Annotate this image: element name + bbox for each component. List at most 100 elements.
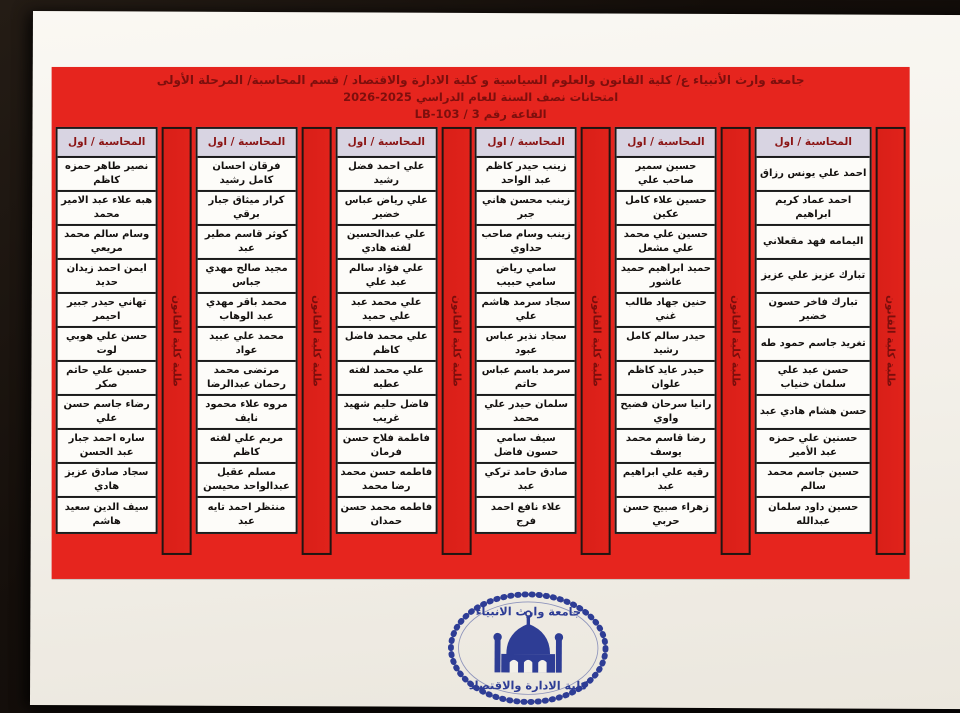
student-name-cell: هبه علاء عبد الامير محمد xyxy=(57,191,156,226)
student-name-cell: زهراء صبيح حسن حربي xyxy=(623,502,709,527)
student-name-cell: زينب حيدر كاظم عبد الواحد xyxy=(477,157,576,192)
student-name-cell: حسين علي محمد علي مشعل xyxy=(616,225,715,260)
law-divider-strip: طلبة كلية القانون xyxy=(581,126,612,555)
law-divider-strip: طلبة كلية القانون xyxy=(720,126,751,555)
student-name-cell: حميد ابراهيم حميد عاشور xyxy=(616,259,715,294)
exam-board: جامعة وارث الأنبياء ع/ كلية القانون والع… xyxy=(51,66,910,579)
student-name-cell: سيف الدين سعيد هاشم xyxy=(64,502,149,527)
student-name-cell: حيدر سالم كامل رشيد xyxy=(616,327,715,362)
column-header-cell: المحاسبة / اول xyxy=(197,128,296,158)
board-title-line2: امتحانات نصف السنة للعام الدراسي 2025-20… xyxy=(343,90,619,105)
logo-scalloped-ring xyxy=(448,591,609,705)
student-name-cell: اليمامه فهد مقعلاني xyxy=(756,225,870,260)
column-header-cell: المحاسبة / اول xyxy=(756,128,870,158)
student-name-cell: علي احمد فضل رشيد xyxy=(337,157,436,192)
law-divider-label: طلبة كلية القانون xyxy=(729,294,742,387)
student-name-cell: ايمن احمد زيدان حديد xyxy=(57,259,156,294)
student-name-cell: حسن عبد علي سلمان خنياب xyxy=(756,361,870,396)
student-name-cell: وسام سالم محمد مريعي xyxy=(57,225,156,260)
student-name-cell: علي رياض عباس خضير xyxy=(337,191,436,226)
law-divider-label: طلبة كلية القانون xyxy=(590,294,603,387)
student-name-cell: سرمد باسم عباس حاتم xyxy=(477,361,576,396)
student-name-cell: فاطمه حسن محمد رضا محمد xyxy=(337,463,436,498)
student-column: المحاسبة / اول احمد علي يونس رزاق احمد عما… xyxy=(754,126,872,534)
student-name-cell: حسين سمير صاحب علي xyxy=(616,157,715,192)
student-name-cell: مجيد صالح مهدي جباس xyxy=(197,259,296,294)
mosque-icon xyxy=(493,610,564,673)
university-logo: جامعة وارث الانبياء كلية الادارة والاقتص… xyxy=(448,591,609,705)
student-name-cell: فاطمة فلاح حسن فرمان xyxy=(337,429,436,464)
student-name-cell: سامي رياض سامي حبيب xyxy=(477,259,576,294)
board-title-line3: القاعة رقم 3 / LB-103 xyxy=(414,107,547,122)
student-name-cell: مريم علي لفته كاظم xyxy=(197,429,296,464)
student-name-cell: رانيا سرحان فضيح واوي xyxy=(616,395,715,430)
student-name-cell: سلمان حيدر علي محمد xyxy=(477,395,576,430)
student-name-cell: مسلم عقيل عبدالواحد محيسن xyxy=(197,463,296,498)
student-name-cell: زينب وسام صاحب حداوي xyxy=(477,225,576,260)
student-name-cell: منتظر احمد تايه عبد xyxy=(207,502,286,527)
law-divider-label: طلبة كلية القانون xyxy=(884,294,897,387)
student-name-cell: سجاد صادق عزيز هادي xyxy=(57,463,156,498)
student-name-cell: حسن علي هوبي لوت xyxy=(57,327,156,362)
student-name-cell: مروه علاء محمود نايف xyxy=(197,395,296,430)
board-header: جامعة وارث الأنبياء ع/ كلية القانون والع… xyxy=(52,67,910,123)
student-name-cell: علي محمد فاضل كاظم xyxy=(337,327,436,362)
student-name-cell: رضا قاسم محمد يوسف xyxy=(616,429,715,464)
student-name-cell: نصير طاهر حمزه كاظم xyxy=(57,157,156,192)
student-name-cell: رضاء جاسم حسن علي xyxy=(57,395,156,430)
student-name-cell: محمد علي عبيد عواد xyxy=(197,327,296,362)
student-name-cell: احمد علي يونس رزاق xyxy=(756,157,870,192)
law-divider-label: طلبة كلية القانون xyxy=(310,294,323,387)
student-name-cell: حيدر عايد كاظم علوان xyxy=(616,361,715,396)
student-name-cell: كرار ميثاق جبار برقي xyxy=(197,191,296,226)
logo-bottom-text: كلية الادارة والاقتصاد xyxy=(469,678,588,693)
student-name-cell: احمد عماد كريم ابراهيم xyxy=(756,191,870,226)
student-name-cell: سجاد نذير عباس عبود xyxy=(477,327,576,362)
logo-inner-ring xyxy=(458,601,599,695)
student-name-cell: علي فؤاد سالم عبد علي xyxy=(337,259,436,294)
law-divider-label: طلبة كلية القانون xyxy=(450,294,463,387)
student-name-cell: تهاني حيدر جبير احيمر xyxy=(57,293,156,328)
student-name-cell: زينب محسن هاني جبر xyxy=(477,191,576,226)
law-divider-label: طلبة كلية القانون xyxy=(170,294,183,387)
student-column: المحاسبة / اول علي احمد فضل رشيد علي رياض … xyxy=(335,126,438,534)
law-divider-strip: طلبة كلية القانون xyxy=(875,126,906,555)
students-table: طلبة كلية القانون المحاسبة / اول احمد علي … xyxy=(52,123,910,555)
student-column: المحاسبة / اول نصير طاهر حمزه كاظم هبه علا… xyxy=(55,126,158,534)
column-header-cell: المحاسبة / اول xyxy=(57,128,156,158)
column-header-cell: المحاسبة / اول xyxy=(477,128,576,158)
student-column: المحاسبة / اول زينب حيدر كاظم عبد الواحد ز… xyxy=(475,126,578,534)
board-title-line1: جامعة وارث الأنبياء ع/ كلية القانون والع… xyxy=(156,72,805,87)
student-column: المحاسبة / اول فرقان احسان كامل رشيد كرار … xyxy=(195,126,298,534)
student-name-cell: حنين جهاد طالب غني xyxy=(616,293,715,328)
student-name-cell: علاء نافع احمد فرج xyxy=(490,502,562,527)
law-divider-strip: طلبة كلية القانون xyxy=(301,126,332,555)
student-name-cell: علي عبدالحسين لفته هادي xyxy=(337,225,436,260)
student-name-cell: صادق حامد تركي عبد xyxy=(477,463,576,498)
column-header-cell: المحاسبة / اول xyxy=(337,128,436,158)
student-name-cell: حسين جاسم محمد سالم xyxy=(756,463,870,498)
student-name-cell: حسن هشام هادي عبد xyxy=(756,395,870,430)
column-header-cell: المحاسبة / اول xyxy=(616,128,715,158)
law-divider-strip: طلبة كلية القانون xyxy=(441,126,472,555)
student-name-cell: فرقان احسان كامل رشيد xyxy=(197,157,296,192)
student-name-cell: حسنين علي حمزه عبد الأمير xyxy=(756,429,870,464)
student-name-cell: علي محمد لفته عطيه xyxy=(337,361,436,396)
student-name-cell: حسين داود سلمان عبدالله xyxy=(768,502,859,527)
student-name-cell: رقيه علي ابراهيم عبد xyxy=(616,463,715,498)
student-name-cell: حسين علي حاتم صكر xyxy=(57,361,156,396)
student-name-cell: فاضل حليم شهيد غريب xyxy=(337,395,436,430)
student-name-cell: سجاد سرمد هاشم علي xyxy=(477,293,576,328)
paper-sheet: جامعة وارث الأنبياء ع/ كلية القانون والع… xyxy=(29,11,960,710)
student-column: المحاسبة / اول حسين سمير صاحب علي حسين علا… xyxy=(614,126,717,534)
student-name-cell: محمد باقر مهدي عبد الوهاب xyxy=(197,293,296,328)
student-name-cell: حسين علاء كامل عكين xyxy=(616,191,715,226)
student-name-cell: تبارك عزيز علي عزيز xyxy=(756,259,870,294)
student-name-cell: علي محمد عبد علي حميد xyxy=(337,293,436,328)
student-name-cell: تغريد جاسم حمود طه xyxy=(756,327,870,362)
student-name-cell: ساره احمد جبار عبد الحسن xyxy=(57,429,156,464)
student-name-cell: مرتضى محمد رحمان عبدالرضا xyxy=(197,361,296,396)
law-divider-strip: طلبة كلية القانون xyxy=(161,126,192,555)
student-name-cell: كوثر قاسم مطير عبد xyxy=(197,225,296,260)
student-name-cell: فاطمه محمد حسن حمدان xyxy=(340,502,433,527)
